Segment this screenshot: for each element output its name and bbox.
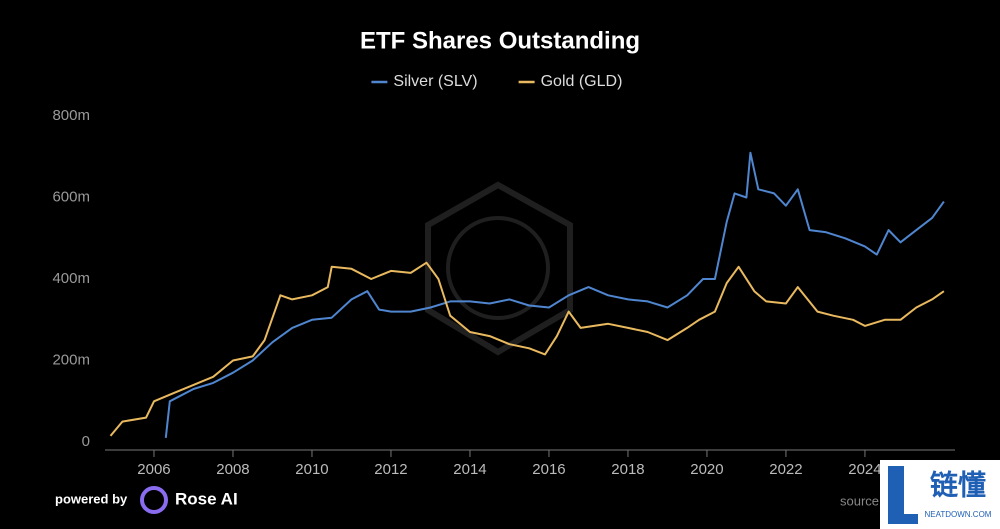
x-tick-label: 2014 — [453, 461, 486, 478]
brand-logo — [140, 486, 168, 514]
watermark-site: NEATDOWN.COM — [925, 510, 992, 519]
x-tick-label: 2016 — [532, 461, 565, 478]
watermark-logo — [888, 466, 918, 524]
y-tick-label: 0 — [82, 433, 90, 450]
footer-powered: powered by — [55, 491, 128, 506]
y-tick-label: 800m — [52, 107, 90, 124]
footer-source: source — [840, 493, 879, 508]
x-tick-label: 2020 — [690, 461, 723, 478]
chart-title: ETF Shares Outstanding — [360, 27, 640, 54]
watermark-name: 链懂 — [930, 469, 986, 500]
x-tick-label: 2022 — [769, 461, 802, 478]
x-tick-label: 2006 — [137, 461, 170, 478]
background-logo — [425, 181, 573, 356]
x-tick-label: 2012 — [374, 461, 407, 478]
legend-label: Gold (GLD) — [541, 73, 623, 90]
legend-label: Silver (SLV) — [393, 73, 477, 90]
footer-brand: Rose AI — [175, 489, 238, 508]
x-tick-label: 2024 — [848, 461, 881, 478]
y-tick-label: 600m — [52, 188, 90, 205]
series-line — [164, 151, 945, 439]
x-tick-label: 2018 — [611, 461, 644, 478]
x-tick-label: 2008 — [216, 461, 249, 478]
y-tick-label: 400m — [52, 270, 90, 287]
y-tick-label: 200m — [52, 351, 90, 368]
x-tick-label: 2010 — [295, 461, 328, 478]
series-line — [109, 261, 945, 437]
